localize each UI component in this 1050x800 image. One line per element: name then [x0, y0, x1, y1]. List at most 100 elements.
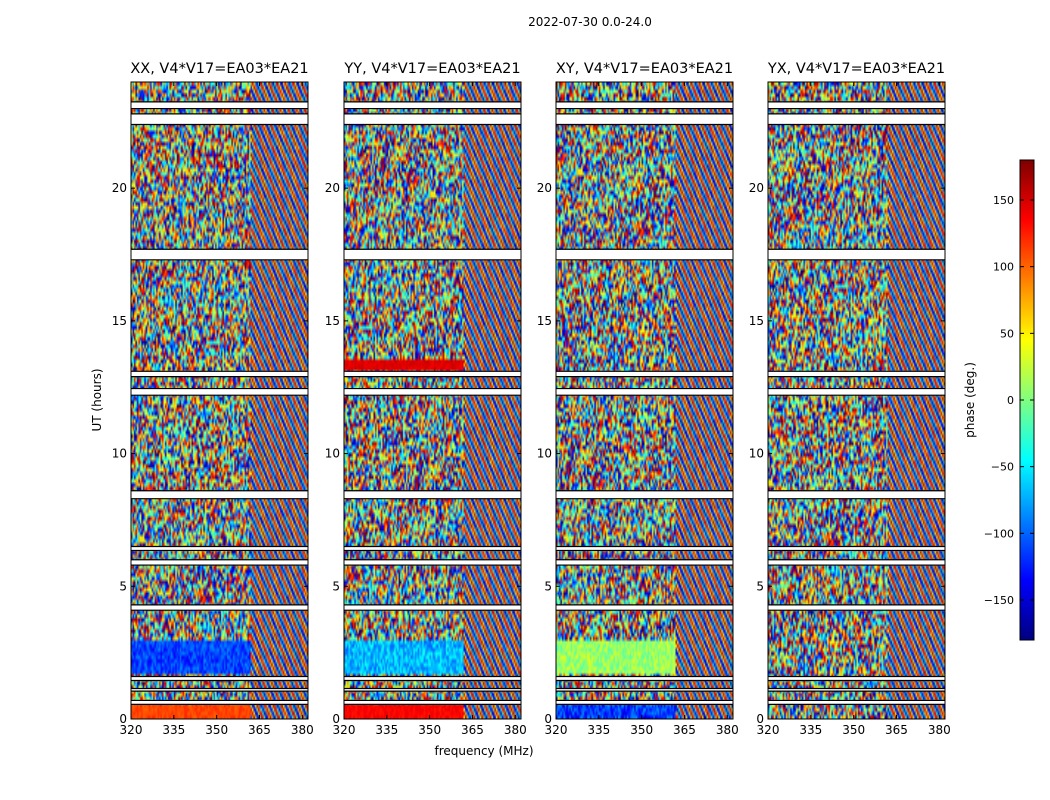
figure-title: 2022-07-30 0.0-24.0 — [528, 15, 652, 29]
y-tick-label: 0 — [756, 712, 764, 726]
flagged-band — [768, 604, 945, 611]
x-tick-label: 335 — [375, 723, 398, 737]
flagged-band — [556, 546, 733, 551]
x-tick-label: 380 — [504, 723, 527, 737]
y-tick-label: 20 — [112, 181, 127, 195]
panel-frame — [767, 81, 946, 720]
flagged-band — [131, 700, 308, 705]
flagged-band — [344, 113, 521, 125]
y-tick-label: 20 — [325, 181, 340, 195]
flagged-band — [768, 101, 945, 109]
y-tick-label: 0 — [119, 712, 127, 726]
y-tick-label: 15 — [112, 314, 127, 328]
y-tick-label: 0 — [544, 712, 552, 726]
colorbar-tick-label: −50 — [991, 461, 1014, 474]
x-tick-label: 335 — [799, 723, 822, 737]
flagged-band — [556, 676, 733, 681]
y-tick-label: 15 — [749, 314, 764, 328]
flagged-band — [768, 249, 945, 260]
y-axis-label: UT (hours) — [90, 368, 104, 431]
flagged-band — [768, 113, 945, 125]
phase-heatmap — [344, 82, 521, 719]
colorbar-tick-label: −100 — [984, 527, 1014, 540]
flagged-band — [131, 490, 308, 499]
flagged-band — [556, 101, 733, 109]
flagged-band — [344, 546, 521, 551]
x-tick-label: 320 — [333, 723, 356, 737]
flagged-band — [556, 371, 733, 377]
flagged-band — [556, 559, 733, 566]
flagged-band — [768, 371, 945, 377]
y-tick-label: 20 — [537, 181, 552, 195]
x-tick-label: 335 — [162, 723, 185, 737]
flagged-band — [556, 249, 733, 260]
flagged-band — [768, 559, 945, 566]
panel-4: YX, V4*V17=EA03*EA21 320 335 350 365 380 0 5 10 1… — [749, 61, 951, 737]
y-tick-label: 5 — [119, 579, 127, 593]
flagged-band — [131, 371, 308, 377]
colorbar: 150 100 50 0 −50 −100 −150 — [984, 159, 1035, 641]
x-tick-label: 365 — [461, 723, 484, 737]
x-tick-label: 320 — [545, 723, 568, 737]
flagged-band — [556, 688, 733, 692]
x-tick-label: 350 — [842, 723, 865, 737]
flagged-band — [131, 604, 308, 611]
colorbar-label: phase (deg.) — [963, 362, 977, 438]
flagged-band — [556, 604, 733, 611]
panel-title: YY, V4*V17=EA03*EA21 — [343, 61, 520, 77]
x-tick-label: 320 — [757, 723, 780, 737]
y-tick-label: 0 — [332, 712, 340, 726]
colorbar-tick-label: 150 — [993, 194, 1014, 207]
panel-title: XY, V4*V17=EA03*EA21 — [556, 61, 733, 77]
flagged-band — [344, 559, 521, 566]
flagged-band — [344, 688, 521, 692]
flagged-band — [344, 676, 521, 681]
x-tick-label: 380 — [716, 723, 739, 737]
panel-3: XY, V4*V17=EA03*EA21 320 335 350 365 380 0 5 10 1… — [537, 61, 739, 737]
panel-frame — [555, 81, 734, 720]
flagged-band — [344, 490, 521, 499]
flagged-band — [556, 700, 733, 705]
colorbar-tick-label: −150 — [984, 594, 1014, 607]
y-tick-label: 10 — [325, 447, 340, 461]
y-tick-label: 10 — [537, 447, 552, 461]
y-tick-label: 5 — [756, 579, 764, 593]
x-axis-label: frequency (MHz) — [434, 744, 533, 758]
panel-frame — [130, 81, 309, 720]
flagged-band — [768, 688, 945, 692]
phase-heatmap — [768, 82, 945, 719]
panel-title: YX, V4*V17=EA03*EA21 — [767, 61, 945, 77]
x-tick-label: 365 — [673, 723, 696, 737]
flagged-band — [131, 559, 308, 566]
flagged-band — [131, 113, 308, 125]
flagged-band — [131, 688, 308, 692]
x-tick-label: 380 — [291, 723, 314, 737]
flagged-band — [556, 113, 733, 125]
flagged-band — [344, 604, 521, 611]
panel-title: XX, V4*V17=EA03*EA21 — [130, 61, 308, 77]
flagged-band — [131, 101, 308, 109]
panel-2: YY, V4*V17=EA03*EA21 320 335 350 365 380 0 5 10 1… — [325, 61, 527, 737]
y-tick-label: 5 — [544, 579, 552, 593]
flagged-band — [556, 490, 733, 499]
flagged-band — [768, 676, 945, 681]
flagged-band — [344, 101, 521, 109]
phase-heatmap — [131, 82, 308, 719]
x-tick-label: 380 — [928, 723, 951, 737]
flagged-band — [344, 249, 521, 260]
x-tick-label: 365 — [885, 723, 908, 737]
x-tick-label: 320 — [120, 723, 143, 737]
flagged-band — [344, 388, 521, 396]
panel-1: XX, V4*V17=EA03*EA21 320 335 350 365 380 0 5 10 1… — [112, 61, 314, 737]
flagged-band — [556, 388, 733, 396]
colorbar-tick-label: 100 — [993, 261, 1014, 274]
y-tick-label: 5 — [332, 579, 340, 593]
flagged-band — [768, 490, 945, 499]
flagged-band — [344, 700, 521, 705]
flagged-band — [768, 700, 945, 705]
phase-heatmap — [556, 82, 733, 719]
y-tick-label: 15 — [325, 314, 340, 328]
colorbar-tick-label: 0 — [1007, 394, 1014, 407]
x-tick-label: 365 — [248, 723, 271, 737]
